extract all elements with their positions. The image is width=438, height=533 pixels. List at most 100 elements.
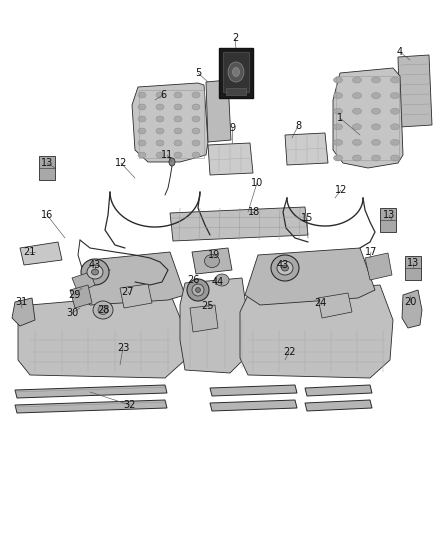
Ellipse shape: [87, 265, 103, 279]
Ellipse shape: [174, 104, 182, 110]
Polygon shape: [120, 284, 152, 308]
Text: 22: 22: [283, 347, 295, 357]
Ellipse shape: [277, 261, 293, 275]
Ellipse shape: [353, 108, 361, 114]
Text: 27: 27: [122, 287, 134, 297]
Ellipse shape: [138, 116, 146, 122]
Text: 13: 13: [383, 210, 395, 220]
Polygon shape: [305, 400, 372, 411]
Ellipse shape: [391, 108, 399, 114]
Ellipse shape: [156, 140, 164, 146]
Text: 10: 10: [251, 178, 263, 188]
Ellipse shape: [138, 92, 146, 98]
Polygon shape: [132, 83, 208, 162]
Ellipse shape: [391, 93, 399, 99]
Ellipse shape: [391, 124, 399, 130]
Polygon shape: [72, 272, 95, 293]
Text: 43: 43: [277, 260, 289, 270]
Polygon shape: [190, 305, 218, 332]
Polygon shape: [219, 48, 253, 98]
Polygon shape: [380, 208, 396, 232]
Ellipse shape: [138, 104, 146, 110]
Text: 6: 6: [160, 90, 166, 100]
Polygon shape: [206, 80, 231, 142]
Text: 32: 32: [124, 400, 136, 410]
Polygon shape: [398, 55, 432, 127]
Ellipse shape: [371, 93, 381, 99]
Ellipse shape: [192, 152, 200, 158]
Ellipse shape: [174, 152, 182, 158]
Polygon shape: [210, 400, 297, 411]
Text: 8: 8: [295, 121, 301, 131]
Ellipse shape: [156, 116, 164, 122]
Polygon shape: [15, 400, 167, 413]
Ellipse shape: [333, 124, 343, 130]
Ellipse shape: [371, 77, 381, 83]
Ellipse shape: [156, 104, 164, 110]
Ellipse shape: [282, 265, 289, 271]
Text: 28: 28: [97, 305, 109, 315]
Ellipse shape: [228, 62, 244, 82]
Text: 25: 25: [202, 301, 214, 311]
Polygon shape: [180, 278, 248, 373]
Ellipse shape: [187, 279, 209, 301]
Ellipse shape: [192, 128, 200, 134]
Ellipse shape: [192, 92, 200, 98]
Polygon shape: [208, 143, 253, 175]
Text: 43: 43: [89, 260, 101, 270]
Text: 24: 24: [314, 298, 326, 308]
Ellipse shape: [205, 254, 219, 268]
Ellipse shape: [192, 116, 200, 122]
Polygon shape: [245, 248, 375, 305]
Text: 17: 17: [365, 247, 377, 257]
Ellipse shape: [92, 269, 99, 275]
Polygon shape: [170, 207, 308, 241]
Polygon shape: [12, 298, 35, 326]
Text: 2: 2: [232, 33, 238, 43]
Polygon shape: [18, 293, 185, 378]
Polygon shape: [285, 133, 328, 165]
Ellipse shape: [391, 77, 399, 83]
Polygon shape: [333, 68, 403, 168]
Polygon shape: [78, 252, 185, 305]
Ellipse shape: [271, 255, 299, 281]
Text: 30: 30: [66, 308, 78, 318]
Polygon shape: [192, 248, 232, 274]
Ellipse shape: [138, 152, 146, 158]
Ellipse shape: [192, 284, 204, 296]
Ellipse shape: [138, 128, 146, 134]
Ellipse shape: [156, 92, 164, 98]
Text: 13: 13: [407, 258, 419, 268]
Text: 19: 19: [208, 250, 220, 260]
Ellipse shape: [174, 140, 182, 146]
Text: 20: 20: [404, 297, 416, 307]
Polygon shape: [402, 290, 422, 328]
Polygon shape: [405, 256, 421, 280]
Text: 1: 1: [337, 113, 343, 123]
Text: 21: 21: [23, 247, 35, 257]
Ellipse shape: [353, 77, 361, 83]
Text: 5: 5: [195, 68, 201, 78]
Ellipse shape: [156, 128, 164, 134]
Ellipse shape: [333, 155, 343, 161]
Polygon shape: [365, 253, 392, 280]
Ellipse shape: [371, 108, 381, 114]
Ellipse shape: [138, 140, 146, 146]
Ellipse shape: [156, 152, 164, 158]
Polygon shape: [15, 385, 167, 398]
Ellipse shape: [192, 140, 200, 146]
Ellipse shape: [174, 92, 182, 98]
Polygon shape: [240, 285, 393, 378]
Ellipse shape: [353, 93, 361, 99]
Text: 44: 44: [212, 277, 224, 287]
Ellipse shape: [391, 140, 399, 146]
Polygon shape: [318, 293, 352, 318]
Text: 11: 11: [161, 150, 173, 160]
Ellipse shape: [333, 108, 343, 114]
Ellipse shape: [93, 301, 113, 319]
Ellipse shape: [391, 155, 399, 161]
Ellipse shape: [215, 274, 229, 286]
Polygon shape: [70, 285, 92, 308]
Ellipse shape: [371, 140, 381, 146]
Ellipse shape: [98, 305, 108, 314]
